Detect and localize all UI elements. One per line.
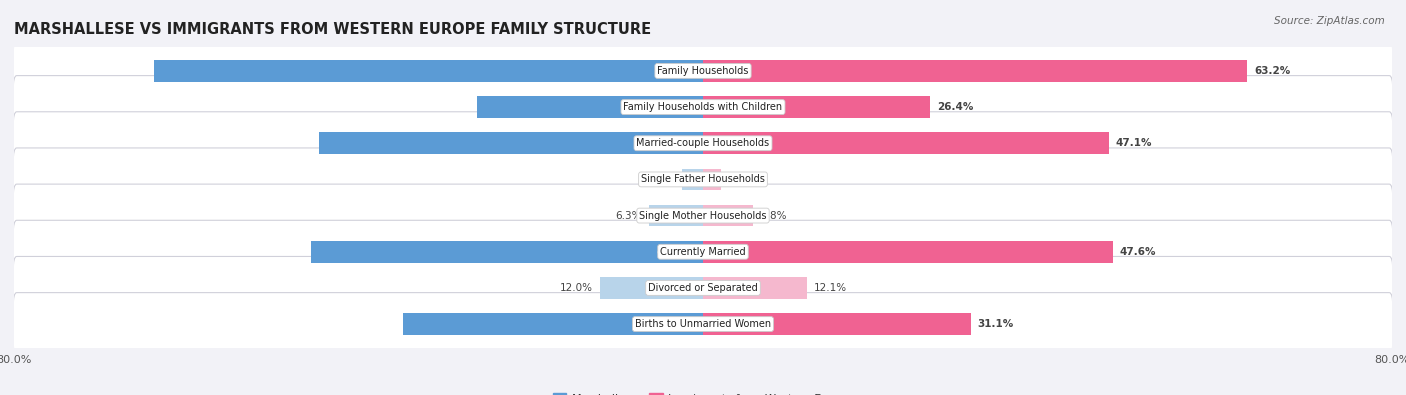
Bar [703, 313, 970, 335]
Bar [703, 60, 1247, 82]
Text: Single Father Households: Single Father Households [641, 175, 765, 184]
Bar [599, 277, 703, 299]
Text: 47.6%: 47.6% [1119, 247, 1156, 257]
Bar [155, 60, 703, 82]
Text: Currently Married: Currently Married [661, 247, 745, 257]
Text: 2.4%: 2.4% [650, 175, 675, 184]
Text: 26.4%: 26.4% [938, 102, 973, 112]
Bar [404, 313, 703, 335]
Text: 12.0%: 12.0% [560, 283, 593, 293]
Text: Married-couple Households: Married-couple Households [637, 138, 769, 148]
FancyBboxPatch shape [13, 293, 1393, 356]
FancyBboxPatch shape [13, 184, 1393, 247]
Bar [311, 241, 703, 263]
Text: 44.6%: 44.6% [657, 138, 693, 148]
Bar [703, 241, 1114, 263]
FancyBboxPatch shape [13, 256, 1393, 320]
Text: 6.3%: 6.3% [616, 211, 643, 220]
Text: Family Households: Family Households [658, 66, 748, 76]
Text: Source: ZipAtlas.com: Source: ZipAtlas.com [1274, 16, 1385, 26]
Bar [703, 169, 721, 190]
FancyBboxPatch shape [13, 75, 1393, 139]
Bar [682, 169, 703, 190]
Text: Divorced or Separated: Divorced or Separated [648, 283, 758, 293]
Text: 34.8%: 34.8% [657, 319, 693, 329]
Bar [319, 132, 703, 154]
Text: 31.1%: 31.1% [977, 319, 1014, 329]
Bar [703, 277, 807, 299]
Text: Family Households with Children: Family Households with Children [623, 102, 783, 112]
Bar [703, 96, 931, 118]
FancyBboxPatch shape [13, 148, 1393, 211]
FancyBboxPatch shape [13, 220, 1393, 283]
Text: 63.7%: 63.7% [657, 66, 693, 76]
Text: 26.2%: 26.2% [657, 102, 693, 112]
Text: 5.8%: 5.8% [759, 211, 786, 220]
Bar [703, 205, 754, 226]
FancyBboxPatch shape [13, 112, 1393, 175]
Text: 45.5%: 45.5% [657, 247, 693, 257]
Text: Single Mother Households: Single Mother Households [640, 211, 766, 220]
Text: MARSHALLESE VS IMMIGRANTS FROM WESTERN EUROPE FAMILY STRUCTURE: MARSHALLESE VS IMMIGRANTS FROM WESTERN E… [14, 21, 651, 36]
Bar [648, 205, 703, 226]
Bar [478, 96, 703, 118]
Legend: Marshallese, Immigrants from Western Europe: Marshallese, Immigrants from Western Eur… [548, 389, 858, 395]
Text: 12.1%: 12.1% [814, 283, 848, 293]
Text: Births to Unmarried Women: Births to Unmarried Women [636, 319, 770, 329]
FancyBboxPatch shape [13, 40, 1393, 102]
Bar [703, 132, 1108, 154]
Text: 63.2%: 63.2% [1254, 66, 1291, 76]
Text: 47.1%: 47.1% [1115, 138, 1152, 148]
Text: 2.1%: 2.1% [728, 175, 755, 184]
